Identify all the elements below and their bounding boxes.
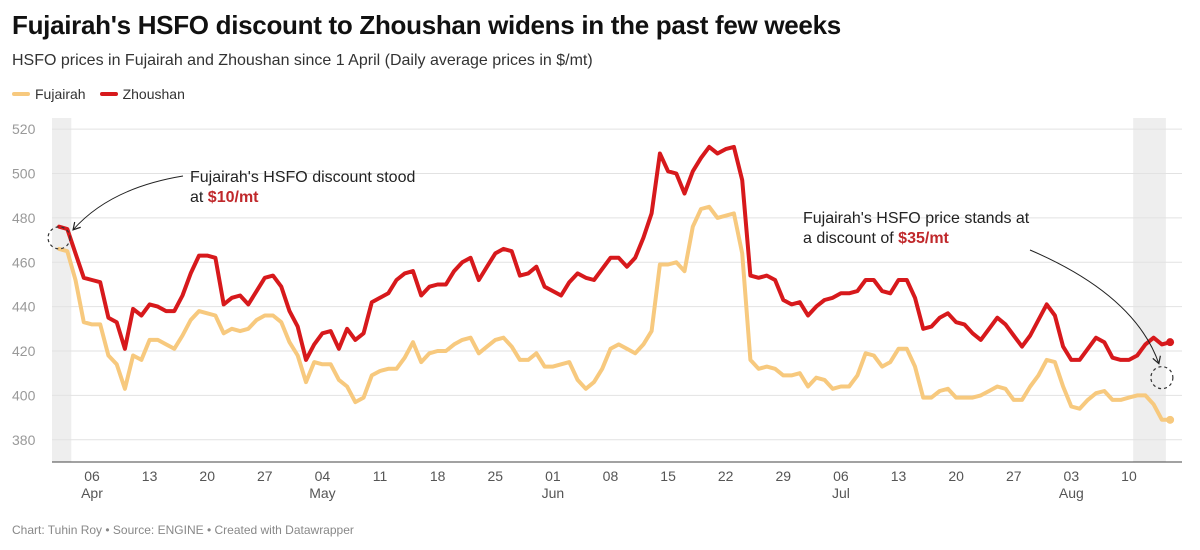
y-tick-label-400: 400 xyxy=(12,387,36,403)
y-tick-label-380: 380 xyxy=(12,432,36,448)
x-tick-label-2025-05-18: 18 xyxy=(430,468,446,484)
x-tick-month-2025-05-04: May xyxy=(309,485,335,501)
x-tick-label-2025-04-13: 13 xyxy=(142,468,158,484)
highlight-band-0 xyxy=(52,118,72,462)
x-tick-label-2025-07-13: 13 xyxy=(891,468,907,484)
legend: Fujairah Zhoushan xyxy=(12,86,185,102)
legend-label-fujairah: Fujairah xyxy=(35,86,86,102)
series-line-zhoushan xyxy=(57,144,1173,362)
x-tick-label-2025-06-01: 01 xyxy=(545,468,561,484)
x-tick-label-2025-05-11: 11 xyxy=(373,468,388,484)
x-tick-label-2025-06-29: 29 xyxy=(776,468,792,484)
annotation-0-arrow xyxy=(72,175,184,231)
annotation-0-line2: at $10/mt xyxy=(190,189,259,206)
x-tick-label-2025-04-06: 06 xyxy=(84,468,100,484)
series-end-dot-zhoushan xyxy=(1166,338,1175,347)
annotation-1-target-circle xyxy=(1150,366,1174,390)
x-tick-month-2025-06-01: Jun xyxy=(542,485,565,501)
annotation-1-line1: Fujairah's HSFO price stands at xyxy=(803,210,1030,227)
series-end-dot-fujairah xyxy=(1166,415,1175,424)
y-tick-label-500: 500 xyxy=(12,165,36,181)
x-tick-label-2025-05-25: 25 xyxy=(487,468,503,484)
series-line-fujairah xyxy=(57,204,1173,422)
legend-item-zhoushan: Zhoushan xyxy=(99,86,185,102)
chart-subtitle: HSFO prices in Fujairah and Zhoushan sin… xyxy=(12,52,593,69)
highlight-band-1 xyxy=(1133,118,1166,462)
annotation-0-target-circle xyxy=(47,226,71,250)
annotation-0-value: $10/mt xyxy=(208,189,259,206)
annotation-1-line2: a discount of $35/mt xyxy=(803,230,950,247)
chart-footer: Chart: Tuhin Roy • Source: ENGINE • Crea… xyxy=(12,523,354,537)
x-tick-label-2025-07-06: 06 xyxy=(833,468,849,484)
legend-item-fujairah: Fujairah xyxy=(12,86,86,102)
x-tick-label-2025-07-20: 20 xyxy=(948,468,964,484)
x-tick-label-2025-06-15: 15 xyxy=(660,468,676,484)
x-tick-label-2025-07-27: 27 xyxy=(1006,468,1022,484)
y-tick-label-440: 440 xyxy=(12,299,36,315)
x-tick-label-2025-04-27: 27 xyxy=(257,468,273,484)
x-tick-month-2025-04-06: Apr xyxy=(81,485,103,501)
x-tick-label-2025-08-03: 03 xyxy=(1064,468,1080,484)
x-tick-label-2025-06-22: 22 xyxy=(718,468,734,484)
x-tick-month-2025-07-06: Jul xyxy=(832,485,850,501)
x-tick-label-2025-06-08: 08 xyxy=(603,468,619,484)
annotation-1-arrow xyxy=(1029,249,1161,365)
x-tick-label-2025-04-20: 20 xyxy=(199,468,215,484)
chart-title: Fujairah's HSFO discount to Zhoushan wid… xyxy=(12,10,841,40)
y-tick-label-480: 480 xyxy=(12,210,36,226)
y-tick-label-420: 420 xyxy=(12,343,36,359)
annotation-0-line1: Fujairah's HSFO discount stood xyxy=(190,169,415,186)
x-tick-label-2025-05-04: 04 xyxy=(315,468,331,484)
annotation-1-value: $35/mt xyxy=(898,230,949,247)
legend-swatch-zhoushan xyxy=(99,92,118,96)
y-tick-label-520: 520 xyxy=(12,121,36,137)
x-tick-month-2025-08-03: Aug xyxy=(1059,485,1084,501)
y-tick-label-460: 460 xyxy=(12,254,36,270)
x-tick-label-2025-08-10: 10 xyxy=(1121,468,1137,484)
legend-swatch-fujairah xyxy=(12,92,30,96)
legend-label-zhoushan: Zhoushan xyxy=(122,86,185,102)
